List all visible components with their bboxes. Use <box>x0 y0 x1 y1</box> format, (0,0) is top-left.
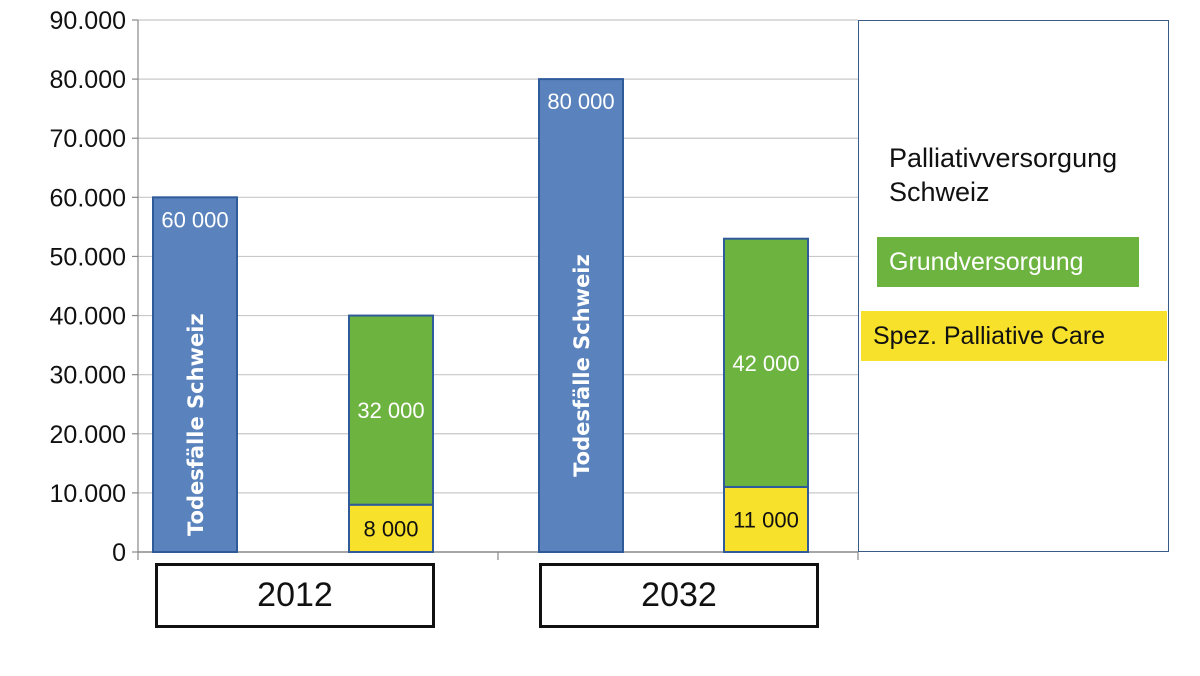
data-label-spez-2032: 11 000 <box>733 507 799 532</box>
legend: Palliativversorgung Schweiz Grundversorg… <box>858 20 1169 552</box>
bars <box>152 78 809 554</box>
bar-todesfaelle-2032 <box>538 78 624 553</box>
y-tick-label: 0 <box>112 539 126 567</box>
y-tick-label: 20.000 <box>50 421 126 449</box>
bar-labels: 60 000 Todesfälle Schweiz 8 000 32 000 80 00… <box>161 89 799 541</box>
bar-grundversorgung-2012 <box>348 314 434 506</box>
data-label-grund-2032: 42 000 <box>732 351 799 376</box>
category-label-2012: 2012 <box>155 563 435 628</box>
bar-inner-label-2012: Todesfälle Schweiz <box>184 313 208 536</box>
bar-spez-palliative-2032 <box>723 485 809 554</box>
data-label-grund-2012: 32 000 <box>357 398 424 423</box>
bar-inner-label-2032: Todesfälle Schweiz <box>570 254 594 477</box>
legend-entry-grundversorgung: Grundversorgung <box>877 237 1139 287</box>
gridlines <box>132 19 859 560</box>
data-label-spez-2012: 8 000 <box>363 516 418 541</box>
y-axis-ticks: 0 10.000 20.000 30.000 40.000 50.000 60.000 70.… <box>50 7 126 567</box>
y-tick-label: 90.000 <box>50 7 126 35</box>
y-tick-label: 40.000 <box>50 303 126 331</box>
y-tick-label: 80.000 <box>50 66 126 94</box>
y-tick-label: 70.000 <box>50 125 126 153</box>
category-label-2032: 2032 <box>539 563 819 628</box>
legend-entry-spez-palliative-care: Spez. Palliative Care <box>861 311 1167 361</box>
bar-spez-palliative-2012 <box>348 503 434 554</box>
y-tick-label: 10.000 <box>50 480 126 508</box>
data-label-todesfaelle-2012: 60 000 <box>161 207 228 232</box>
y-tick-label: 60.000 <box>50 184 126 212</box>
bar-todesfaelle-2012 <box>152 196 238 553</box>
legend-title: Palliativversorgung Schweiz <box>889 143 1118 207</box>
y-tick-label: 30.000 <box>50 362 126 390</box>
y-tick-label: 50.000 <box>50 243 126 271</box>
bar-grundversorgung-2032 <box>723 237 809 488</box>
data-label-todesfaelle-2032: 80 000 <box>547 89 614 114</box>
